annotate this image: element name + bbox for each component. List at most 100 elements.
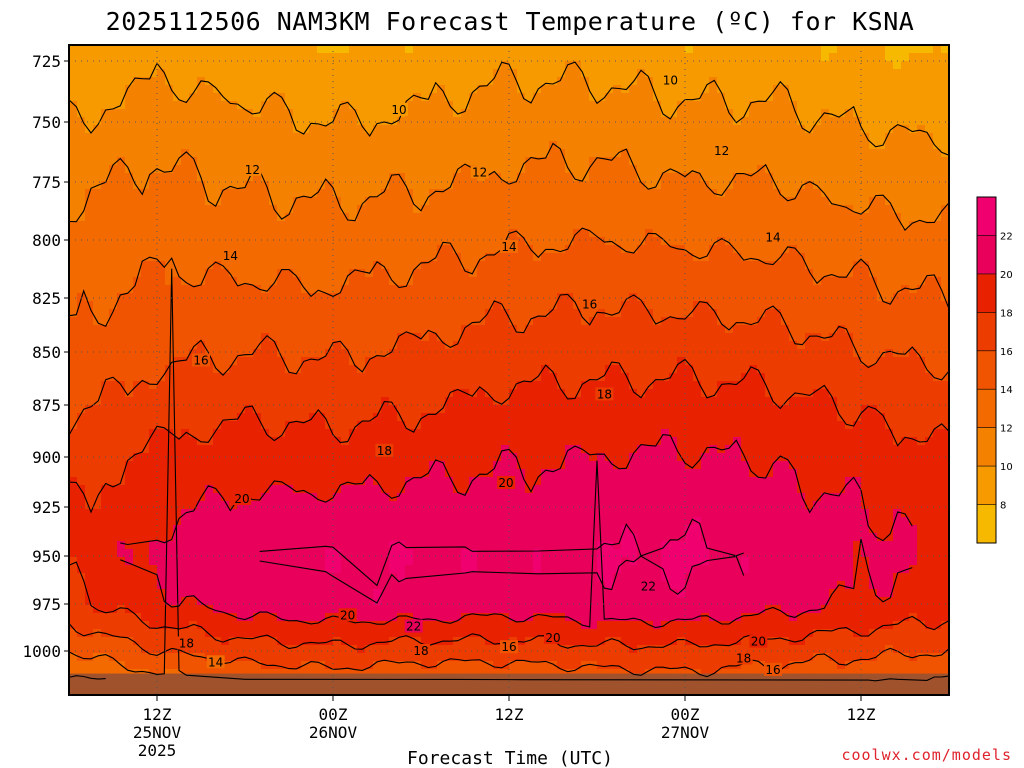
temp-cell [533, 557, 542, 566]
temp-cell [485, 517, 494, 526]
temp-cell [117, 213, 126, 222]
temp-cell [77, 269, 86, 278]
temp-cell [205, 109, 214, 118]
temp-cell [117, 581, 126, 590]
temp-cell [133, 261, 142, 270]
temp-cell [541, 197, 550, 206]
temp-cell [133, 253, 142, 262]
temp-cell [117, 301, 126, 310]
temp-cell [533, 293, 542, 302]
temp-cell [117, 549, 126, 558]
temp-cell [541, 597, 550, 606]
temp-cell [429, 173, 438, 182]
temp-cell [173, 605, 182, 614]
temp-cell [541, 285, 550, 294]
temp-cell [485, 125, 494, 134]
temp-cell [125, 597, 134, 606]
temp-cell [389, 69, 398, 78]
temp-cell [341, 85, 350, 94]
temp-cell [109, 285, 118, 294]
temp-cell [469, 157, 478, 166]
temp-cell [525, 357, 534, 366]
temp-cell [373, 573, 382, 582]
temp-cell [341, 293, 350, 302]
temp-cell [549, 189, 558, 198]
temp-cell [493, 293, 502, 302]
temp-cell [421, 117, 430, 126]
temp-cell [229, 637, 238, 646]
temp-cell [309, 221, 318, 230]
temp-cell [229, 125, 238, 134]
temp-cell [429, 237, 438, 246]
temp-cell [189, 613, 198, 622]
temp-cell [421, 181, 430, 190]
temp-cell [453, 517, 462, 526]
temp-cell [253, 573, 262, 582]
temp-cell [173, 53, 182, 62]
temp-cell [269, 589, 278, 598]
temp-cell [149, 269, 158, 278]
temp-cell [301, 77, 310, 86]
temp-cell [445, 477, 454, 486]
temp-cell [173, 173, 182, 182]
temp-cell [517, 69, 526, 78]
temp-cell [301, 421, 310, 430]
temp-cell [181, 117, 190, 126]
temp-cell [149, 541, 158, 550]
temp-cell [365, 45, 374, 54]
temp-cell [205, 597, 214, 606]
temp-cell [277, 253, 286, 262]
temp-cell [397, 293, 406, 302]
temp-cell [397, 477, 406, 486]
temp-cell [173, 213, 182, 222]
temp-cell [261, 485, 270, 494]
temp-cell [301, 53, 310, 62]
temp-cell [357, 557, 366, 566]
temp-cell [277, 213, 286, 222]
temp-cell [141, 237, 150, 246]
temp-cell [277, 157, 286, 166]
temp-cell [253, 421, 262, 430]
temp-cell [125, 509, 134, 518]
temp-cell [93, 293, 102, 302]
temp-cell [245, 365, 254, 374]
temp-cell [541, 405, 550, 414]
temp-cell [373, 53, 382, 62]
temp-cell [397, 333, 406, 342]
temp-cell [309, 77, 318, 86]
temp-cell [117, 349, 126, 358]
temp-cell [301, 645, 310, 654]
temp-cell [189, 461, 198, 470]
temp-cell [109, 117, 118, 126]
temp-cell [205, 269, 214, 278]
temp-cell [197, 261, 206, 270]
temp-cell [333, 349, 342, 358]
temp-cell [101, 613, 110, 622]
temp-cell [109, 189, 118, 198]
temp-cell [453, 493, 462, 502]
temp-cell [525, 149, 534, 158]
temp-cell [69, 541, 78, 550]
temp-cell [197, 317, 206, 326]
temp-cell [373, 517, 382, 526]
temp-cell [373, 645, 382, 654]
temp-cell [397, 381, 406, 390]
temp-cell [149, 53, 158, 62]
temp-cell [221, 629, 230, 638]
temp-cell [77, 61, 86, 70]
temp-cell [397, 261, 406, 270]
temp-cell [477, 61, 486, 70]
temp-cell [157, 397, 166, 406]
temp-cell [365, 317, 374, 326]
temp-cell [165, 461, 174, 470]
temp-cell [285, 525, 294, 534]
temp-cell [541, 309, 550, 318]
temp-cell [181, 173, 190, 182]
temp-cell [501, 381, 510, 390]
temp-cell [461, 469, 470, 478]
temp-cell [389, 661, 398, 670]
temp-cell [341, 413, 350, 422]
temp-cell [229, 189, 238, 198]
temp-cell [277, 637, 286, 646]
temp-cell [549, 261, 558, 270]
